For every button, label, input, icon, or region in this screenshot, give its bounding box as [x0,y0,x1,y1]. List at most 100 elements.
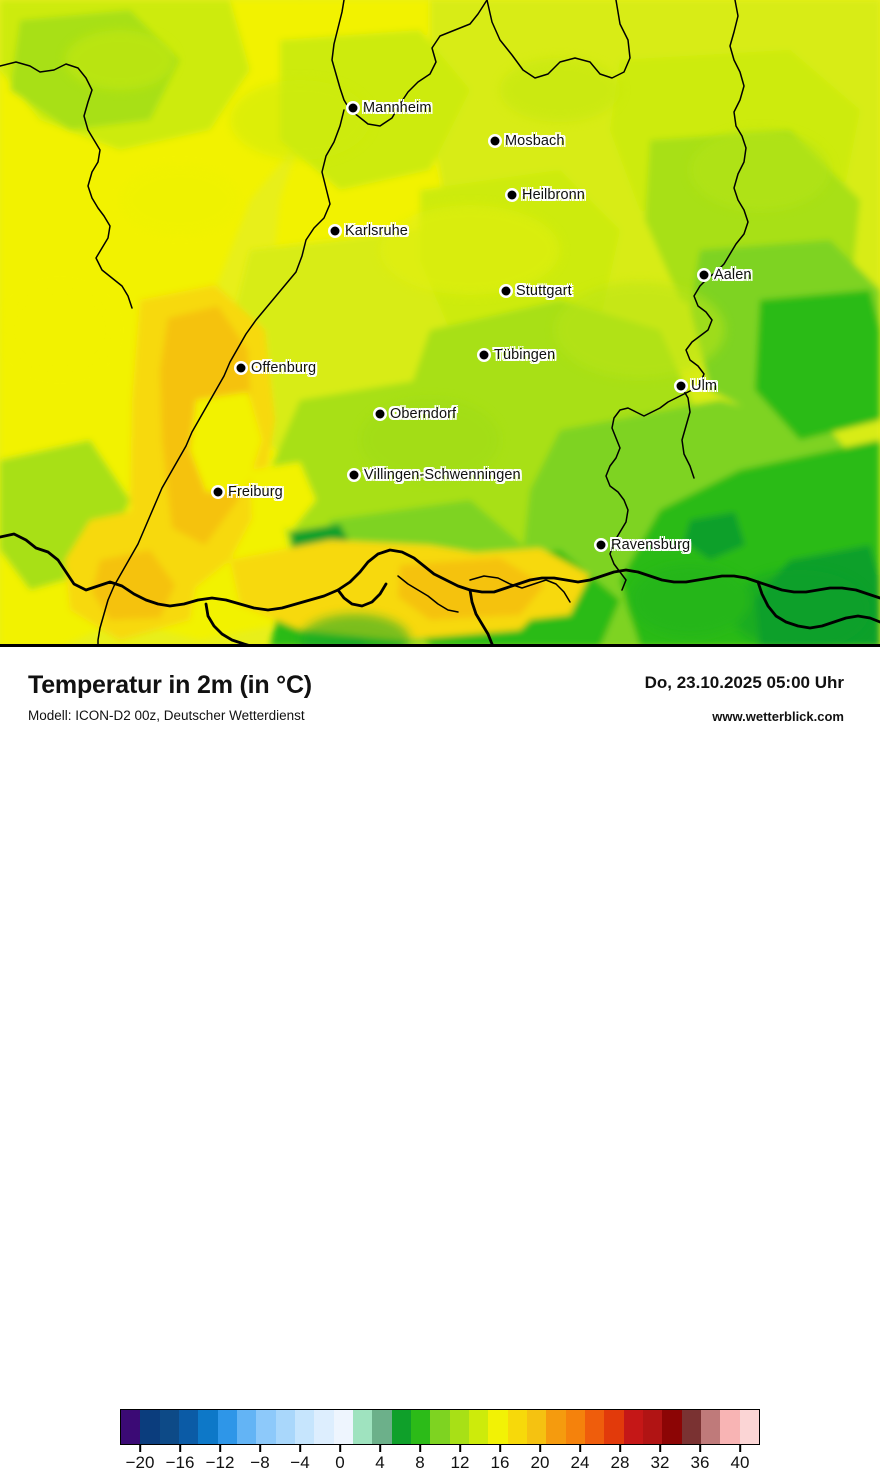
colorbar-segment [739,1410,759,1444]
city-dot-icon [676,381,686,391]
colorbar-segment [217,1410,237,1444]
city-label: Stuttgart [516,283,572,299]
colorbar-segment [159,1410,179,1444]
city-dot-icon [236,363,246,373]
colorbar-segment [507,1410,527,1444]
city-dot-icon [501,286,511,296]
colorbar-tick [699,1445,701,1452]
colorbar-segment [623,1410,643,1444]
colorbar-segment [333,1410,353,1444]
map-internal-borders [0,0,749,647]
colorbar-segment [720,1410,740,1444]
city-dot-icon [699,270,709,280]
colorbar-tick-label: 0 [335,1453,345,1472]
colorbar-tick [139,1445,141,1452]
colorbar-segment [275,1410,295,1444]
colorbar-segment [314,1410,334,1444]
colorbar-segment [526,1410,547,1444]
colorbar-tick [419,1445,421,1452]
city-label: Ulm [691,378,718,394]
colorbar-gradient [120,1409,760,1445]
colorbar-tick-label: 40 [730,1453,750,1472]
colorbar-segment [546,1410,566,1444]
colorbar-tick-label: 4 [375,1453,385,1472]
city-label: Tübingen [494,347,556,363]
city-label: Aalen [714,267,752,283]
colorbar-tick-label: −16 [165,1453,195,1472]
colorbar-segment [372,1410,392,1444]
colorbar-tick [179,1445,181,1452]
colorbar-tick [619,1445,621,1452]
colorbar-segment [604,1410,624,1444]
colorbar-segment [391,1410,411,1444]
colorbar-segment [584,1410,605,1444]
colorbar-tick [579,1445,581,1452]
colorbar-tick [659,1445,661,1452]
colorbar-tick-label: −12 [205,1453,235,1472]
city-dot-icon [213,487,223,497]
city-label: Mannheim [363,100,432,116]
valid-time: Do, 23.10.2025 05:00 Uhr [644,673,844,692]
colorbar-segment [140,1410,160,1444]
city-label: Ravensburg [611,537,691,553]
colorbar-segment [178,1410,199,1444]
colorbar-tick-label: 24 [570,1453,590,1472]
temperature-colorbar[interactable]: −20 −16 −12 −8 −4 0 4 8 12 16 20 24 28 32 36 40 [120,1409,760,1472]
colorbar-tick [739,1445,741,1452]
colorbar-segment [294,1410,315,1444]
colorbar-tick-label: 16 [490,1453,510,1472]
website-label: www.wetterblick.com [712,709,844,724]
colorbar-segment [488,1410,508,1444]
colorbar-segment [642,1410,663,1444]
colorbar-segment [662,1410,682,1444]
city-label: Karlsruhe [345,223,408,239]
city-label: Villingen-Schwenningen [364,467,521,483]
colorbar-segment [121,1410,141,1444]
colorbar-segment [256,1410,276,1444]
colorbar-segment [700,1410,721,1444]
colorbar-tick-label: 20 [530,1453,550,1472]
colorbar-segment [449,1410,469,1444]
map-footer: Temperatur in 2m (in °C) Modell: ICON-D2… [0,647,880,1472]
colorbar-tick-label: 32 [650,1453,670,1472]
city-label: Mosbach [505,133,565,149]
colorbar-tick-label: 8 [415,1453,425,1472]
colorbar-segment [352,1410,373,1444]
colorbar-tick [379,1445,381,1452]
colorbar-tick [539,1445,541,1452]
city-dot-icon [348,103,358,113]
city-label: Oberndorf [390,406,457,422]
colorbar-segment [410,1410,431,1444]
city-dot-icon [349,470,359,480]
colorbar-segment [198,1410,218,1444]
colorbar-tick-label: −20 [125,1453,155,1472]
city-dot-icon [330,226,340,236]
colorbar-tick [459,1445,461,1452]
colorbar-tick [259,1445,261,1452]
colorbar-tick-labels: −20 −16 −12 −8 −4 0 4 8 12 16 20 24 28 32 36 40 [120,1453,760,1477]
colorbar-tick-label: 12 [450,1453,470,1472]
colorbar-tick-label: 36 [690,1453,710,1472]
page-title: Temperatur in 2m (in °C) [28,671,312,699]
city-label: Freiburg [228,484,283,500]
city-dot-icon [490,136,500,146]
colorbar-segment [236,1410,257,1444]
map-national-border [0,532,880,647]
map-raster-layer [0,0,880,647]
colorbar-tick [499,1445,501,1452]
city-label: Offenburg [251,360,317,376]
colorbar-tick [299,1445,301,1452]
colorbar-segment [681,1410,701,1444]
colorbar-segment [430,1410,450,1444]
city-dot-icon [479,350,489,360]
city-label: Heilbronn [522,187,585,203]
colorbar-tick [339,1445,341,1452]
city-dot-icon [596,540,606,550]
colorbar-segment [565,1410,585,1444]
temperature-map[interactable]: Mannheim Mosbach Heilbronn Karlsruhe Stuttga… [0,0,880,647]
colorbar-tick-label: −4 [290,1453,310,1472]
city-dot-icon [507,190,517,200]
model-source: Modell: ICON-D2 00z, Deutscher Wetterdie… [28,708,305,723]
colorbar-ticks [120,1445,760,1453]
city-dot-icon [375,409,385,419]
